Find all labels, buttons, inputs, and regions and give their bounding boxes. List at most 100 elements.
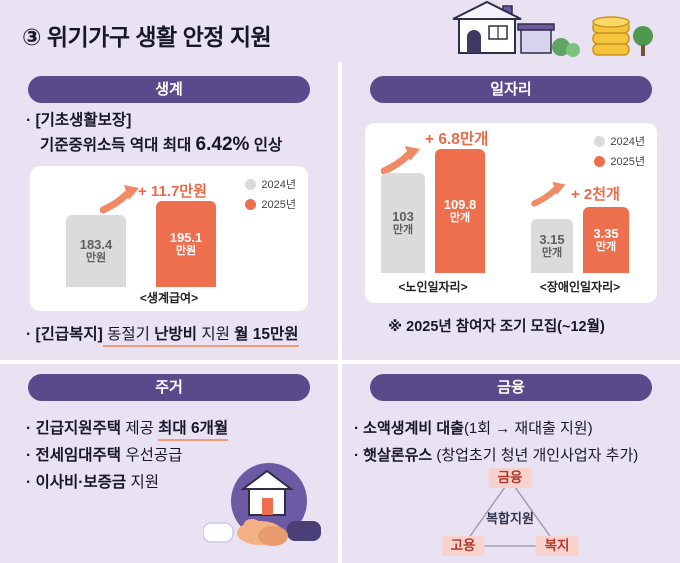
bar-senior-2025-value: 109.8 [443,196,477,212]
bar-disabled-2025-unit: 만개 [595,241,617,254]
bar-disabled-2025-value: 3.35 [593,225,619,241]
housing-bullet1-normal: 제공 [121,420,159,437]
bar-2024-unit: 만원 [85,252,107,265]
finance-bullet1-bold: · 소액생계비 대출 [354,420,464,437]
jobs-note: ※ 2025년 참여자 조기 모집(~12월) [388,319,605,335]
livelihood-line3-normal1: 동절기 [102,326,155,343]
divider-horizontal [0,360,680,364]
livelihood-line2-pre: 기준중위소득 역대 최대 [40,137,196,154]
legend-label-2025: 2025년 [610,156,645,168]
chart-legend: 2024년 2025년 [245,176,296,216]
annex-roof-icon [517,23,555,31]
livelihood-line3-bold2: 난방비 [154,326,198,343]
chart-legend-jobs: 2024년 2025년 [594,133,645,173]
livelihood-line3-underlined: 동절기 난방비 지원 월 15만원 [102,326,299,347]
housing-bullet1-bold2: 최대 6개월 [158,420,229,441]
bar-senior-2024-unit: 만개 [392,224,414,237]
section-jobs: 일자리 2024년 2025년 + 6.8만개 103 만개 [342,66,680,360]
legend-item-2024: 2024년 [245,176,296,192]
legend-dot-2024 [594,135,606,147]
bar-2024-value: 183.4 [79,236,113,252]
finance-bullet1-normal: (1회 → 재대출 지원) [463,420,593,437]
livelihood-line3-bold1: · [긴급복지] [26,326,103,343]
section-livelihood: 생계 · [기초생활보장] 기준중위소득 역대 최대 6.42% 인상 2024… [0,66,338,360]
chart-caption-livelihood: <생계급여> [139,291,199,305]
chart-caption-disabled: <장애인일자리> [539,280,621,294]
coins-icon [592,16,630,56]
header-illustration [425,0,660,62]
section-finance: 금융 · 소액생계비 대출(1회 → 재대출 지원) · 햇살론유스 (창업초기… [342,364,680,563]
housing-bullet2-normal: 우선공급 [121,447,183,464]
section-housing: 주거 · 긴급지원주택 제공 최대 6개월 · 전세임대주택 우선공급 · 이사… [0,364,338,563]
integrated-support-diagram: 금융 복합지원 고용 복지 [430,468,590,560]
livelihood-line3-bold3: 월 15만원 [234,326,299,343]
sleeve-right [287,521,321,541]
livelihood-line3-normal2: 지원 [197,326,235,343]
sleeve-left [203,522,234,543]
legend-label-2025: 2025년 [261,199,296,211]
livelihood-line3: · [긴급복지] 동절기 난방비 지원 월 15만원 [26,325,338,347]
livelihood-line1: · [기초생활보장] [26,111,338,131]
bar-2025: 195.1 만원 [156,201,216,287]
housing-bullets: · 긴급지원주택 제공 최대 6개월 · 전세임대주택 우선공급 · 이사비·보… [26,415,338,496]
livelihood-line2-value: 6.42% [195,134,250,155]
bar-disabled-2024-value: 3.15 [539,231,565,247]
increase-arrow-icon-senior [381,146,420,175]
delta-label-disabled: + 2천개 [571,186,620,203]
housing-bullet2-bold: · 전세임대주택 [26,447,122,464]
housing-bullet3-normal: 지원 [126,474,160,491]
livelihood-line2-post: 인상 [249,137,283,154]
finance-bullet-1: · 소액생계비 대출(1회 → 재대출 지원) [354,415,680,442]
legend-dot-2025 [245,198,257,210]
livelihood-chart-card: 2024년 2025년 + 11.7만원 183.4 만원 195.1 [30,166,308,311]
finance-bullets: · 소액생계비 대출(1회 → 재대출 지원) · 햇살론유스 (창업초기 청년… [354,415,680,469]
housing-bullet3-bold: · 이사비·보증금 [26,474,127,491]
bar-2024: 183.4 만원 [66,215,126,287]
finance-bullet2-bold: · 햇살론유스 [354,447,433,464]
section-header-finance: 금융 [370,374,652,401]
housing-bullet-1: · 긴급지원주택 제공 최대 6개월 [26,415,338,442]
housing-bullet1-bold1: · 긴급지원주택 [26,420,122,437]
delta-label-senior: + 6.8만개 [425,131,489,148]
legend-item-2024: 2024년 [594,133,645,149]
livelihood-line1-text: · [기초생활보장] [26,112,132,129]
bar-senior-2024-value: 103 [392,208,414,224]
bush-icon-2 [566,43,580,57]
bar-group-livelihood: 183.4 만원 195.1 만원 [66,201,216,287]
section-header-housing: 주거 [28,374,310,401]
finance-bullet-2: · 햇살론유스 (창업초기 청년 개인사업자 추가) [354,442,680,469]
bar-senior-2024: 103 만개 [381,173,425,273]
housing-bullet-3: · 이사비·보증금 지원 [26,469,338,496]
bar-2025-value: 195.1 [169,229,203,245]
increase-arrow-icon-disabled [531,181,566,207]
legend-dot-2024 [245,178,257,190]
diagram-finance-box: 금융 [488,468,532,488]
legend-label-2024: 2024년 [261,179,296,191]
tree-icon [633,26,653,46]
legend-item-2025: 2025년 [245,196,296,212]
legend-dot-2025 [594,155,606,167]
annex-icon [520,29,552,54]
bar-disabled-2024: 3.15 만개 [531,219,573,273]
bar-disabled-2024-unit: 만개 [541,247,563,260]
page-title: ③ 위기가구 생활 안정 지원 [22,24,272,50]
section-header-jobs: 일자리 [370,76,652,103]
jobs-chart-card: 2024년 2025년 + 6.8만개 103 만개 109.8 만개 [365,123,657,303]
diagram-welfare-box: 복지 [535,536,579,556]
finance-bullet2-normal: (창업초기 청년 개인사업자 추가) [432,447,639,464]
increase-arrow-icon [100,185,139,214]
livelihood-line2: 기준중위소득 역대 최대 6.42% 인상 [40,133,338,158]
housing-bullet-2: · 전세임대주택 우선공급 [26,442,338,469]
bar-2025-unit: 만원 [175,245,197,258]
door-icon [467,30,481,53]
divider-vertical [338,62,342,563]
diagram-center-label: 복합지원 [486,511,534,526]
chart-caption-senior: <노인일자리> [398,280,468,294]
handshake-house-icon [203,463,321,546]
delta-label-livelihood: + 11.7만원 [138,183,207,200]
bar-disabled-2025: 3.35 만개 [583,207,629,273]
bar-senior-2025: 109.8 만개 [435,149,485,273]
legend-item-2025: 2025년 [594,153,645,169]
section-header-livelihood: 생계 [28,76,310,103]
